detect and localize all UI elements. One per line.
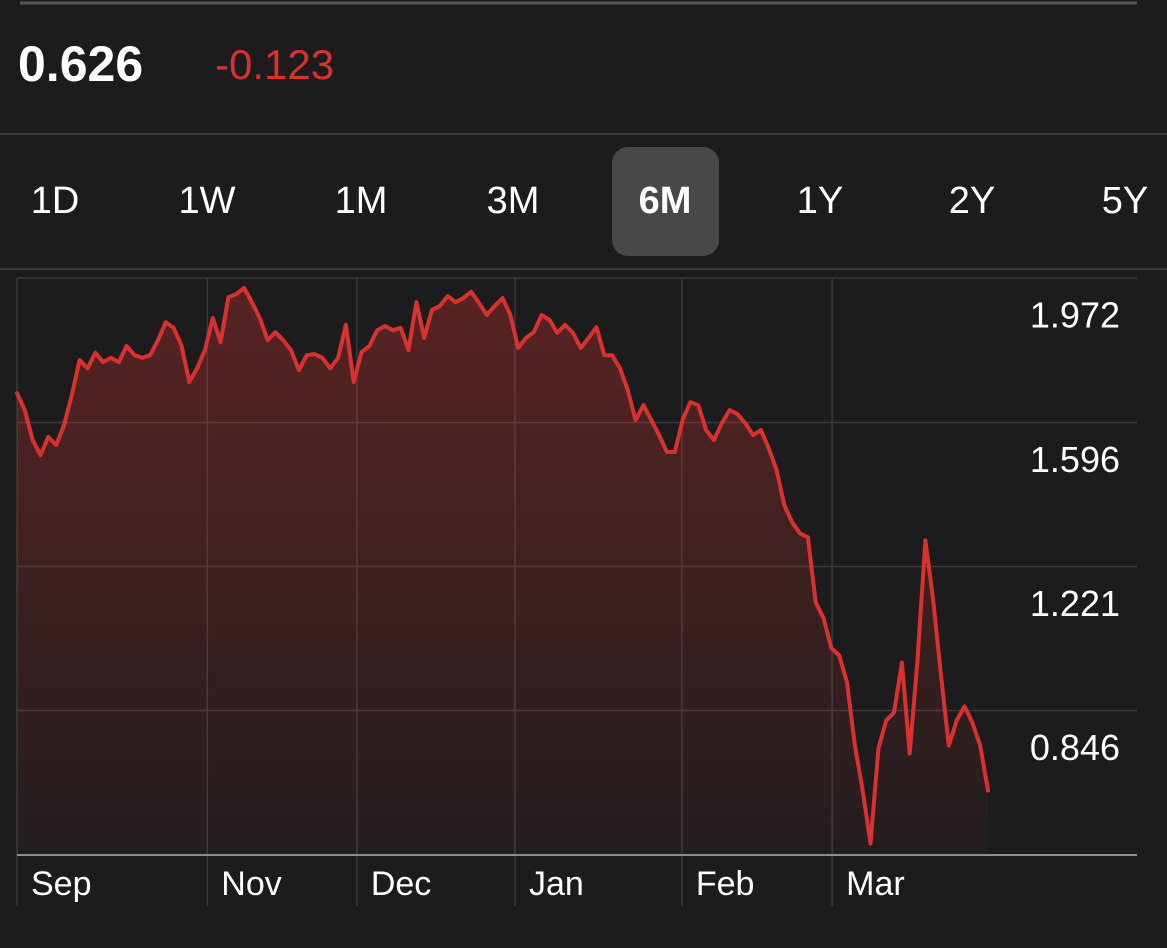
selected-tab-bg bbox=[612, 147, 719, 256]
x-tick-label: Dec bbox=[371, 865, 431, 903]
price-change: -0.123 bbox=[215, 41, 334, 88]
y-tick-label: 1.972 bbox=[1030, 295, 1120, 336]
range-tab[interactable]: 2Y bbox=[949, 180, 995, 222]
x-tick-label: Sep bbox=[31, 865, 92, 903]
x-tick-label: Mar bbox=[846, 865, 905, 903]
range-tab[interactable]: 1D bbox=[31, 180, 80, 222]
x-tick-label: Nov bbox=[221, 865, 281, 903]
y-tick-label: 0.846 bbox=[1030, 727, 1120, 768]
range-tab[interactable]: 1M bbox=[335, 180, 388, 222]
selected-tab[interactable]: 6M bbox=[639, 180, 692, 222]
price-line bbox=[15, 286, 990, 846]
range-tabs: 1D 1W 1M 3M 6M 1Y 2Y 5Y bbox=[31, 147, 1148, 256]
y-tick-label: 1.596 bbox=[1030, 439, 1120, 480]
price: 0.626 bbox=[18, 36, 143, 92]
range-tab[interactable]: 1Y bbox=[797, 180, 843, 222]
range-tab[interactable]: 3M bbox=[487, 180, 540, 222]
range-tab[interactable]: 5Y bbox=[1102, 180, 1148, 222]
area bbox=[17, 288, 988, 855]
y-tick-label: 1.221 bbox=[1030, 583, 1120, 624]
x-tick-label: Jan bbox=[529, 865, 584, 903]
x-tick-label: Feb bbox=[696, 865, 755, 903]
range-tab[interactable]: 1W bbox=[179, 180, 236, 222]
chart: 0.846 1.221 1.596 1.972 Sep Nov Dec Jan Feb Mar bbox=[15, 277, 1137, 906]
